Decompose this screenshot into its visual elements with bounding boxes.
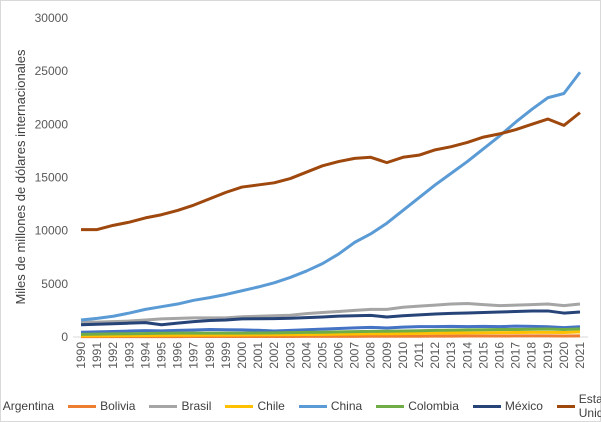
line-chart: Miles de millones de dólares internacion… — [13, 11, 588, 369]
y-tick-label: 25000 — [35, 64, 69, 78]
x-tick-label: 2008 — [364, 342, 378, 369]
legend-item: Chile — [225, 392, 285, 420]
legend-label: Bolivia — [100, 399, 136, 413]
series-line-colombia — [80, 327, 581, 336]
legend-item: Brasil — [149, 392, 211, 420]
x-tick-label: 1999 — [219, 342, 233, 369]
x-tick-label: 2003 — [283, 342, 297, 369]
x-tick-label: 1993 — [122, 342, 136, 369]
x-tick-label: 2021 — [573, 342, 587, 369]
legend-swatch — [472, 404, 501, 408]
legend-label: China — [330, 399, 363, 413]
x-tick-label: 2010 — [396, 342, 410, 369]
x-tick-label: 1997 — [187, 342, 201, 369]
legend-label: Brasil — [181, 399, 212, 413]
x-tick-label: 1990 — [74, 342, 88, 369]
y-tick-label: 5000 — [41, 277, 68, 291]
series-line-méxico — [80, 309, 581, 327]
x-tick-label: 2006 — [332, 342, 346, 369]
y-axis-title: Miles de millones de dólares internacion… — [13, 49, 28, 305]
x-tick-label: 1995 — [154, 342, 168, 369]
legend-label: Colombia — [408, 399, 459, 413]
series-line-estados-unidos — [81, 111, 581, 232]
legend-swatch — [556, 404, 575, 408]
x-tick-label: 1994 — [138, 342, 152, 369]
x-tick-label: 2007 — [348, 342, 362, 369]
x-tick-label: 2012 — [428, 342, 442, 369]
series-line-brasil — [81, 302, 581, 324]
x-tick-label: 2015 — [476, 342, 490, 369]
legend-item: Argentina — [0, 392, 54, 420]
x-tick-label: 2001 — [251, 342, 265, 369]
y-tick-label: 0 — [61, 330, 68, 344]
legend-item: China — [298, 392, 363, 420]
y-tick-label: 10000 — [35, 224, 69, 238]
x-tick-label: 1996 — [171, 342, 185, 369]
legend-label: Estados Unidos — [578, 392, 601, 420]
legend-item: Colombia — [376, 392, 459, 420]
x-tick-label: 2013 — [444, 342, 458, 369]
x-tick-label: 2002 — [267, 342, 281, 369]
x-tick-label: 2011 — [412, 342, 426, 368]
x-tick-label: 1998 — [203, 342, 217, 369]
x-tick-label: 2017 — [509, 342, 523, 369]
legend-item: México — [472, 392, 543, 420]
legend-swatch — [298, 404, 327, 408]
legend-label: Chile — [257, 399, 285, 413]
legend-item: Estados Unidos — [556, 392, 601, 420]
y-tick-label: 15000 — [35, 171, 69, 185]
x-tick-label: 2005 — [315, 342, 329, 369]
legend: Argentina Bolivia Brasil Chile China Colombia… — [1, 392, 601, 420]
x-tick-label: 2004 — [299, 342, 313, 369]
series-line-chile — [80, 330, 581, 338]
legend-swatch — [376, 404, 405, 408]
x-tick-label: 2009 — [380, 342, 394, 369]
legend-label: México — [504, 399, 543, 413]
x-tick-label: 2016 — [493, 342, 507, 369]
x-tick-label: 1991 — [90, 342, 104, 369]
x-tick-label: 1992 — [106, 342, 120, 369]
legend-swatch — [149, 404, 178, 408]
x-tick-label: 2018 — [525, 342, 539, 369]
legend-swatch — [225, 404, 254, 408]
legend-label: Argentina — [2, 399, 55, 413]
legend-item: Bolivia — [68, 392, 135, 420]
x-tick-label: 2019 — [541, 342, 555, 369]
legend-swatch — [68, 404, 97, 408]
y-tick-label: 20000 — [35, 117, 69, 131]
series-line-china — [80, 71, 582, 322]
y-tick-label: 30000 — [35, 11, 69, 25]
series-line-argentina — [80, 324, 581, 334]
x-tick-label: 2014 — [460, 342, 474, 369]
x-tick-label: 2020 — [557, 342, 571, 369]
x-tick-label: 2000 — [235, 342, 249, 369]
